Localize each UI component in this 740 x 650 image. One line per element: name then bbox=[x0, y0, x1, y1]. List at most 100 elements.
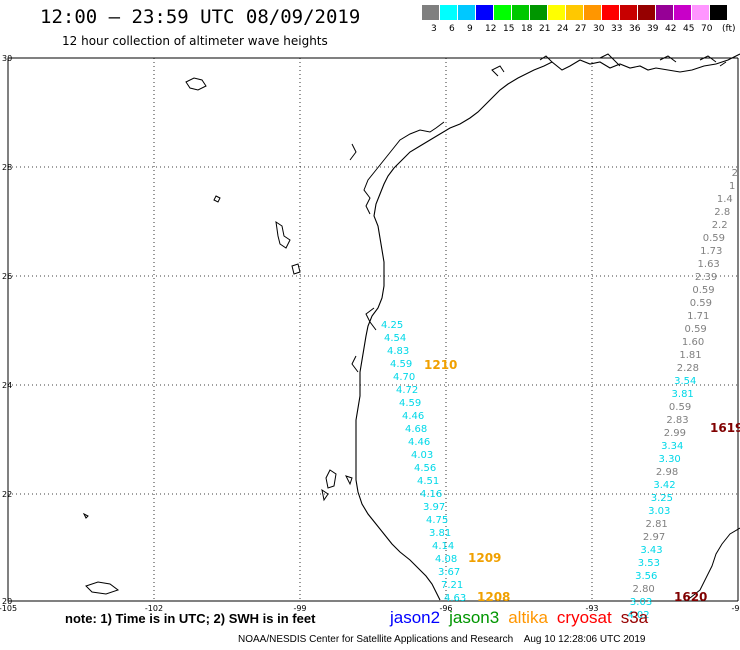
wave-height-value: 4.83 bbox=[387, 346, 409, 357]
wave-height-value: 4.59 bbox=[390, 359, 412, 370]
latitude-label: 24 bbox=[2, 381, 12, 390]
satellite-name: s3a bbox=[620, 608, 649, 627]
legend-label: 6 bbox=[449, 24, 455, 34]
inland-bay-shoreline bbox=[349, 53, 727, 373]
legend-swatch bbox=[512, 5, 529, 20]
legend-swatch bbox=[620, 5, 637, 20]
wave-height-value: 2.81 bbox=[646, 519, 668, 530]
wave-height-value: 4.03 bbox=[411, 450, 433, 461]
wave-height-value: 4.14 bbox=[432, 541, 454, 552]
map-subtitle: 12 hour collection of altimeter wave hei… bbox=[62, 34, 328, 48]
wave-height-value: 2.99 bbox=[664, 428, 686, 439]
lake-shape-3 bbox=[291, 263, 301, 275]
longitude-label: -105 bbox=[0, 604, 17, 613]
satellite-name: jason2 bbox=[390, 608, 441, 627]
wave-height-value: 4.25 bbox=[381, 320, 403, 331]
wave-height-value: 2.83 bbox=[666, 415, 688, 426]
legend-label: 24 bbox=[557, 24, 569, 34]
wave-height-value: 1.4 bbox=[717, 194, 733, 205]
wave-height-value: 1.71 bbox=[687, 311, 709, 322]
satellite-track-gulf-east: 2 1 1.4 2.8 2.2 0.59 1.73 1.63 2.39 0.59 0.59 1.71 0… bbox=[627, 168, 738, 621]
legend-swatch bbox=[566, 5, 583, 20]
legend-swatch bbox=[440, 5, 457, 20]
wave-height-value: 4.59 bbox=[399, 398, 421, 409]
wave-height-value: 3.43 bbox=[640, 545, 662, 556]
wave-height-value: 4.63 bbox=[444, 593, 466, 604]
pass-time-label: 1209 bbox=[468, 551, 501, 565]
latitude-label: 26 bbox=[2, 272, 12, 281]
legend-label: 42 bbox=[665, 24, 677, 34]
wave-height-value: 4.16 bbox=[420, 489, 442, 500]
wave-height-value: 3.42 bbox=[653, 480, 675, 491]
wave-height-value: 4.70 bbox=[393, 372, 415, 383]
wave-height-value: 3.54 bbox=[674, 376, 696, 387]
yucatan-coast bbox=[689, 527, 740, 599]
footer-note: note: 1) Time is in UTC; 2) SWH is in fe… bbox=[65, 611, 316, 626]
wave-height-color-legend: 3 6 9 12 15 18 21 24 27 30 33 36 39 42 45 70 (ft) bbox=[422, 5, 736, 34]
legend-label: (ft) bbox=[722, 24, 736, 34]
pass-time-label: 1210 bbox=[424, 358, 457, 372]
credit-line: NOAA/NESDIS Center for Satellite Applica… bbox=[238, 634, 646, 645]
legend-label: 18 bbox=[521, 24, 533, 34]
wave-height-value: 2.2 bbox=[712, 220, 728, 231]
wave-height-value: 4.02 bbox=[627, 610, 649, 621]
legend-label: 21 bbox=[539, 24, 551, 34]
latitude-label: 28 bbox=[2, 163, 12, 172]
wave-height-value: 3.03 bbox=[630, 597, 652, 608]
latitude-label: 20 bbox=[2, 597, 12, 606]
wave-height-value: 0.59 bbox=[669, 402, 691, 413]
legend-swatch bbox=[476, 5, 493, 20]
wave-height-value: 1.81 bbox=[679, 350, 701, 361]
satellite-key: jason2 jason3 altika cryosat s3a bbox=[390, 608, 657, 628]
wave-height-value: 2.98 bbox=[656, 467, 678, 478]
wave-height-value: 4.68 bbox=[405, 424, 427, 435]
longitude-label: -90 bbox=[731, 604, 740, 613]
legend-swatch bbox=[602, 5, 619, 20]
lake-shape-2 bbox=[275, 220, 291, 249]
legend-label: 27 bbox=[575, 24, 587, 34]
wave-height-value: 4.75 bbox=[426, 515, 448, 526]
pass-time-label: 1619 bbox=[710, 421, 740, 435]
legend-label: 9 bbox=[467, 24, 473, 34]
lat-lon-grid bbox=[7, 57, 739, 602]
satellite-name: jason3 bbox=[449, 608, 500, 627]
wave-height-value: 1.60 bbox=[682, 337, 704, 348]
wave-height-value: 3.30 bbox=[659, 454, 681, 465]
legend-swatch bbox=[656, 5, 673, 20]
legend-label: 33 bbox=[611, 24, 623, 34]
legend-label: 45 bbox=[683, 24, 695, 34]
wave-height-value: 4.46 bbox=[408, 437, 430, 448]
wave-height-value: 3.81 bbox=[429, 528, 451, 539]
legend-label: 39 bbox=[647, 24, 659, 34]
wave-height-value: 3.53 bbox=[638, 558, 660, 569]
wave-height-value: 3.81 bbox=[672, 389, 694, 400]
latitude-label: 22 bbox=[2, 490, 12, 499]
map-title: 12:00 – 23:59 UTC 08/09/2019 bbox=[40, 6, 361, 28]
pass-time-labels: 1210 1209 1208 1619 1620 bbox=[424, 358, 740, 604]
longitude-label: -99 bbox=[293, 604, 306, 613]
legend-swatch bbox=[584, 5, 601, 20]
wave-height-value: 4.46 bbox=[402, 411, 424, 422]
wave-height-value: 0.59 bbox=[692, 285, 714, 296]
coastline bbox=[82, 53, 740, 601]
lake-shape-5 bbox=[321, 469, 353, 502]
wave-height-value: 3.03 bbox=[648, 506, 670, 517]
satellite-name: cryosat bbox=[556, 608, 612, 627]
wave-height-value: 2.80 bbox=[633, 584, 655, 595]
satellite-track-gulf-west: 4.25 4.54 4.83 4.59 4.70 4.72 4.59 4.46 4.68 4.46… bbox=[381, 320, 466, 604]
gulf-coastline bbox=[355, 53, 740, 601]
legend-swatch bbox=[710, 5, 727, 20]
latitude-label: 30 bbox=[2, 54, 12, 63]
longitude-label: -102 bbox=[145, 604, 163, 613]
wave-height-value: 0.59 bbox=[685, 324, 707, 335]
lake-shape-4 bbox=[213, 195, 221, 203]
wave-height-value: 2 bbox=[732, 168, 738, 179]
wave-height-value: 1 bbox=[729, 181, 735, 192]
wave-height-value: 2.39 bbox=[695, 272, 717, 283]
legend-label: 70 bbox=[701, 24, 713, 34]
wave-height-value: 4.08 bbox=[435, 554, 457, 565]
axis-labels: -105 -102 -99 -96 -93 -90 30 28 26 24 22 20 bbox=[0, 54, 740, 613]
wave-height-value: 7.21 bbox=[441, 580, 463, 591]
legend-swatch bbox=[458, 5, 475, 20]
legend-swatch bbox=[548, 5, 565, 20]
